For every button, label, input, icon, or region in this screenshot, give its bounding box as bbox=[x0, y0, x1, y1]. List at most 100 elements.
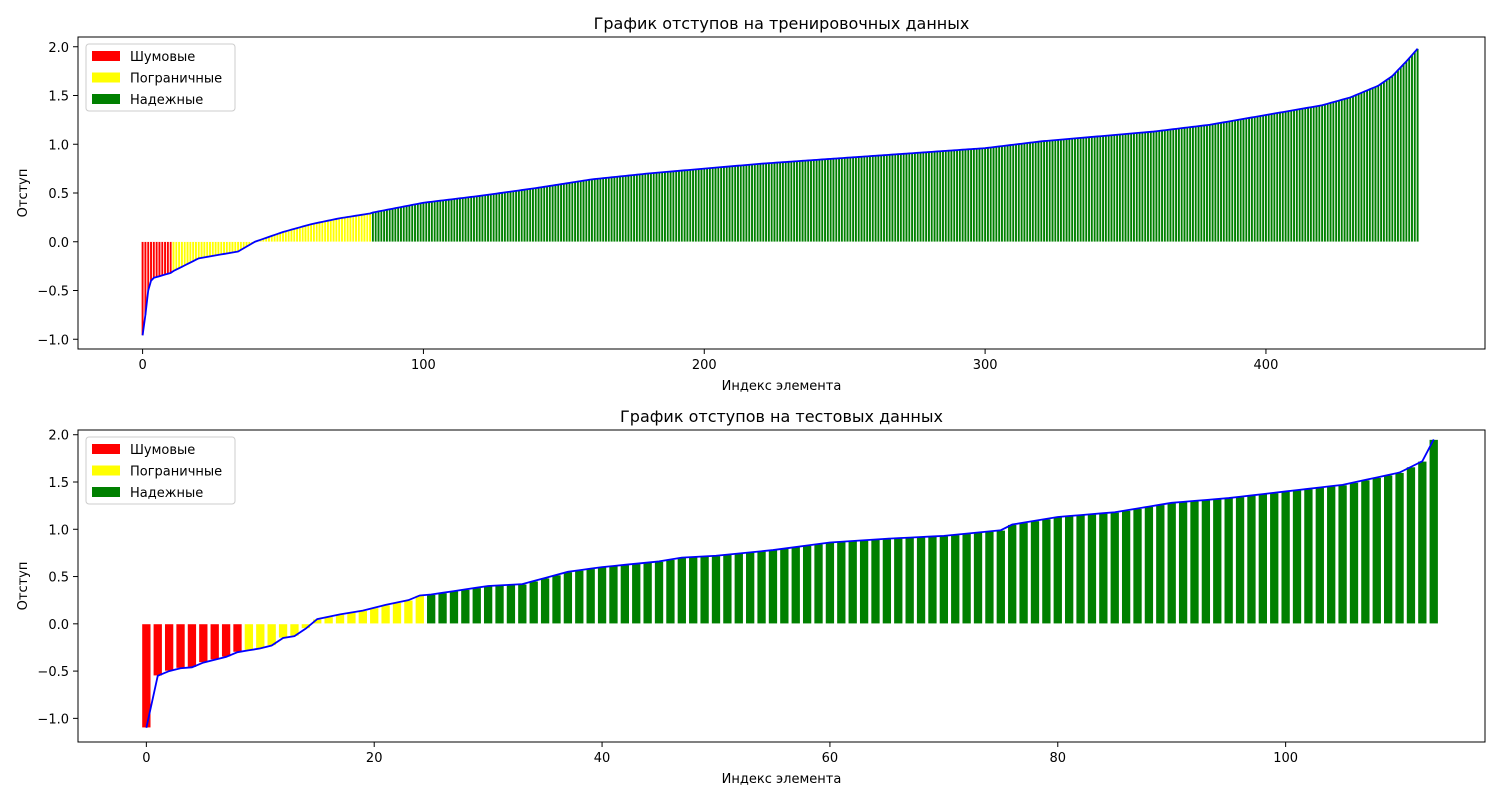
margin-bar bbox=[1208, 124, 1212, 242]
margin-bar bbox=[961, 533, 972, 625]
x-tick-label: 0 bbox=[142, 751, 150, 766]
margin-bar bbox=[1374, 86, 1377, 242]
margin-bar bbox=[292, 228, 296, 242]
margin-bar bbox=[1256, 116, 1259, 242]
margin-bar bbox=[823, 159, 827, 242]
margin-bar bbox=[992, 146, 995, 242]
margin-bar bbox=[478, 195, 481, 242]
margin-bar bbox=[1098, 136, 1102, 242]
margin-bar bbox=[773, 162, 776, 242]
margin-bar bbox=[722, 554, 733, 625]
margin-bar bbox=[1197, 125, 1200, 242]
margin-bar bbox=[363, 214, 366, 242]
margin-bar bbox=[1357, 93, 1360, 242]
margin-bar bbox=[599, 178, 602, 242]
margin-bar bbox=[1155, 131, 1158, 242]
margin-bar bbox=[514, 190, 518, 242]
margin-bar bbox=[1303, 108, 1307, 242]
margin-bar bbox=[1405, 466, 1416, 625]
margin-bar bbox=[728, 166, 731, 242]
margin-bar bbox=[1235, 496, 1246, 625]
margin-bar bbox=[801, 160, 804, 242]
margin-bar bbox=[231, 241, 234, 253]
legend-label: Надежные bbox=[130, 93, 203, 108]
margin-bar bbox=[1212, 498, 1223, 625]
y-axis-title: Отступ bbox=[16, 169, 31, 218]
margin-bar bbox=[186, 623, 197, 668]
margin-bar bbox=[818, 159, 821, 242]
margin-bar bbox=[177, 241, 181, 269]
margin-bar bbox=[941, 150, 945, 242]
margin-bar bbox=[708, 167, 712, 242]
margin-bar bbox=[705, 168, 709, 242]
margin-bar bbox=[399, 206, 403, 242]
y-tick-label: 0.0 bbox=[48, 236, 69, 251]
margin-bar bbox=[1115, 134, 1119, 242]
margin-bar bbox=[587, 179, 591, 242]
margin-bar bbox=[568, 182, 571, 242]
margin-bar bbox=[930, 151, 934, 242]
margin-bar bbox=[1349, 481, 1359, 625]
y-tick-label: 0.5 bbox=[48, 187, 69, 202]
margin-bar bbox=[1360, 92, 1363, 242]
margin-bar bbox=[214, 241, 217, 256]
plot-area: 0 20 40 60 80 100 −1.0 −0.5 0.0 0.5 1.0 1.5 2.0 Шумов… bbox=[37, 429, 1486, 766]
margin-bar bbox=[1281, 111, 1285, 242]
margin-bar bbox=[1371, 477, 1382, 625]
margin-bar bbox=[1171, 129, 1175, 242]
margin-bar bbox=[542, 186, 546, 242]
margin-bar bbox=[597, 566, 608, 625]
margin-bar bbox=[475, 196, 479, 242]
margin-bar bbox=[217, 241, 220, 256]
margin-bar bbox=[966, 149, 970, 242]
legend-label: Надежные bbox=[130, 486, 203, 501]
margin-bar bbox=[540, 577, 551, 625]
margin-bar bbox=[1351, 96, 1355, 242]
legend-swatch bbox=[92, 72, 120, 83]
margin-bar bbox=[1306, 107, 1310, 242]
margin-bar bbox=[1219, 122, 1223, 242]
margin-bar bbox=[340, 217, 344, 242]
margin-bar bbox=[360, 214, 363, 242]
margin-bar bbox=[860, 156, 863, 242]
margin-bar bbox=[745, 551, 756, 625]
margin-bar bbox=[1068, 138, 1071, 242]
margin-bar bbox=[1379, 83, 1383, 242]
margin-bar bbox=[1177, 128, 1181, 242]
margin-bar bbox=[517, 190, 521, 242]
margin-bar bbox=[604, 177, 608, 242]
margin-bar bbox=[1292, 489, 1302, 625]
margin-bar bbox=[790, 546, 801, 625]
margin-bar bbox=[1298, 108, 1301, 242]
margin-bar bbox=[228, 241, 231, 254]
margin-bar bbox=[458, 198, 462, 242]
margin-bar bbox=[1132, 508, 1143, 625]
margin-bar bbox=[520, 189, 524, 242]
y-tick-label: 1.0 bbox=[48, 523, 69, 538]
margin-bar bbox=[1110, 135, 1113, 242]
margin-bar bbox=[437, 592, 448, 625]
margin-bar bbox=[585, 180, 588, 242]
margin-bar bbox=[1121, 134, 1125, 242]
margin-bar bbox=[1244, 118, 1248, 242]
margin-bar bbox=[422, 202, 425, 242]
margin-bar bbox=[1396, 69, 1400, 242]
margin-bar bbox=[1093, 136, 1096, 242]
margin-bar bbox=[829, 158, 832, 242]
margin-bar bbox=[1200, 499, 1211, 625]
margin-bar bbox=[916, 152, 920, 242]
margin-bar bbox=[1009, 144, 1012, 242]
margin-bar bbox=[770, 162, 773, 242]
margin-bar bbox=[781, 162, 785, 242]
margin-bar bbox=[756, 550, 767, 625]
margin-bar bbox=[802, 545, 813, 625]
margin-bar bbox=[1253, 116, 1257, 242]
margin-bar bbox=[1269, 492, 1280, 625]
margin-bar bbox=[871, 155, 875, 242]
margin-bar bbox=[1030, 520, 1040, 625]
margin-bar bbox=[523, 189, 526, 242]
margin-bar bbox=[1326, 485, 1337, 625]
margin-bar bbox=[413, 204, 417, 242]
margin-bar bbox=[1383, 474, 1394, 625]
margin-bar bbox=[1178, 501, 1189, 625]
